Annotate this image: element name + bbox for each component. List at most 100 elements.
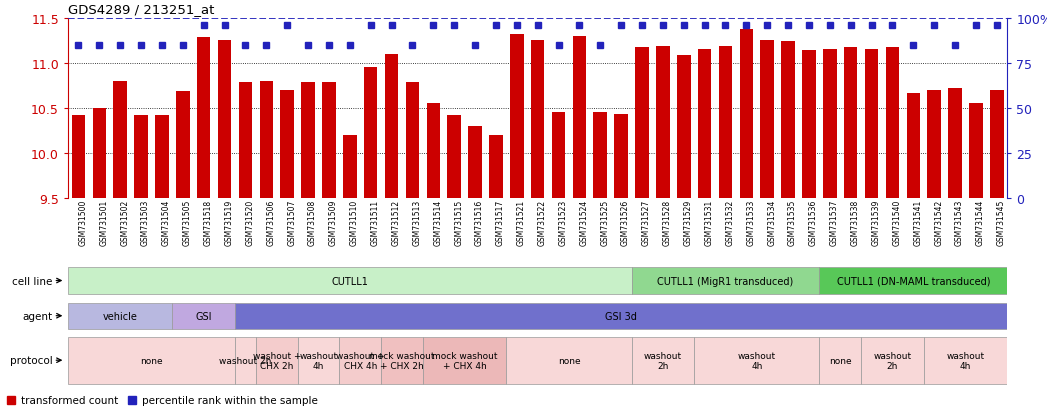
Text: none: none: [829, 356, 851, 365]
Bar: [68, 303, 173, 329]
Text: GSM731542: GSM731542: [934, 199, 943, 245]
Text: GSM731525: GSM731525: [600, 199, 609, 245]
Text: GSM731515: GSM731515: [454, 199, 463, 245]
Text: GSM731508: GSM731508: [308, 199, 317, 245]
Text: GDS4289 / 213251_at: GDS4289 / 213251_at: [68, 3, 215, 16]
Text: vehicle: vehicle: [103, 311, 137, 321]
Text: GSM731505: GSM731505: [183, 199, 192, 245]
Text: mock washout
+ CHX 2h: mock washout + CHX 2h: [370, 351, 435, 370]
Text: GSM731503: GSM731503: [141, 199, 150, 245]
Text: GSM731517: GSM731517: [496, 199, 505, 245]
Bar: [281, 90, 294, 198]
Bar: [384, 55, 398, 198]
Bar: [507, 337, 631, 384]
Text: GSM731518: GSM731518: [204, 199, 213, 245]
Text: GSM731535: GSM731535: [788, 199, 797, 245]
Bar: [677, 56, 691, 198]
Text: washout
4h: washout 4h: [738, 351, 776, 370]
Bar: [865, 50, 878, 198]
Bar: [364, 68, 378, 198]
Text: washout
4h: washout 4h: [299, 351, 337, 370]
Bar: [71, 116, 85, 198]
Text: GSM731529: GSM731529: [684, 199, 693, 245]
Text: washout +
CHX 4h: washout + CHX 4h: [336, 351, 384, 370]
Bar: [886, 48, 899, 198]
Bar: [573, 36, 586, 198]
Text: mock washout
+ CHX 4h: mock washout + CHX 4h: [431, 351, 497, 370]
Text: percentile rank within the sample: percentile rank within the sample: [142, 394, 318, 405]
Text: GSM731501: GSM731501: [99, 199, 108, 245]
Bar: [343, 135, 357, 198]
Text: washout 2h: washout 2h: [219, 356, 271, 365]
Text: GSM731514: GSM731514: [433, 199, 442, 245]
Bar: [489, 135, 503, 198]
Text: GSM731500: GSM731500: [79, 199, 88, 245]
Bar: [636, 48, 649, 198]
Text: GSM731502: GSM731502: [120, 199, 129, 245]
Text: GSM731543: GSM731543: [955, 199, 964, 245]
Bar: [949, 89, 962, 198]
Bar: [718, 46, 732, 198]
Bar: [781, 42, 795, 198]
Text: GSM731536: GSM731536: [809, 199, 818, 245]
Text: transformed count: transformed count: [21, 394, 118, 405]
Bar: [134, 116, 148, 198]
Bar: [739, 30, 753, 198]
Text: GSM731534: GSM731534: [767, 199, 776, 245]
Text: GSM731533: GSM731533: [747, 199, 755, 245]
Bar: [297, 337, 339, 384]
Bar: [861, 337, 923, 384]
Text: GSM731531: GSM731531: [705, 199, 714, 245]
Bar: [594, 113, 607, 198]
Bar: [697, 50, 711, 198]
Bar: [820, 268, 1007, 294]
Bar: [928, 90, 941, 198]
Text: CUTLL1 (DN-MAML transduced): CUTLL1 (DN-MAML transduced): [837, 276, 990, 286]
Bar: [531, 41, 544, 198]
Text: GSI 3d: GSI 3d: [605, 311, 637, 321]
Text: washout
2h: washout 2h: [873, 351, 912, 370]
Text: cell line: cell line: [13, 276, 52, 286]
Text: GSM731532: GSM731532: [726, 199, 734, 245]
Text: protocol: protocol: [10, 355, 52, 366]
Text: GSM731540: GSM731540: [892, 199, 901, 245]
Bar: [656, 46, 670, 198]
Bar: [68, 337, 235, 384]
Bar: [155, 116, 169, 198]
Bar: [239, 83, 252, 198]
Bar: [510, 35, 524, 198]
Bar: [990, 90, 1004, 198]
Text: GSM731516: GSM731516: [475, 199, 484, 245]
Bar: [970, 104, 983, 198]
Bar: [552, 113, 565, 198]
Text: washout
4h: washout 4h: [946, 351, 984, 370]
Bar: [615, 115, 628, 198]
Text: GSM731511: GSM731511: [371, 199, 380, 245]
Bar: [302, 83, 315, 198]
Bar: [823, 50, 837, 198]
Text: CUTLL1: CUTLL1: [331, 276, 369, 286]
Text: CUTLL1 (MigR1 transduced): CUTLL1 (MigR1 transduced): [658, 276, 794, 286]
Text: GSM731510: GSM731510: [350, 199, 359, 245]
Bar: [405, 83, 419, 198]
Bar: [173, 303, 235, 329]
Bar: [844, 48, 857, 198]
Text: GSM731524: GSM731524: [579, 199, 588, 245]
Bar: [426, 104, 440, 198]
Text: GSM731512: GSM731512: [392, 199, 401, 245]
Text: GSM731537: GSM731537: [830, 199, 839, 245]
Text: GSI: GSI: [196, 311, 211, 321]
Bar: [820, 337, 861, 384]
Bar: [802, 51, 816, 198]
Text: GSM731522: GSM731522: [537, 199, 547, 245]
Text: GSM731519: GSM731519: [224, 199, 233, 245]
Text: GSM731521: GSM731521: [517, 199, 526, 245]
Text: agent: agent: [23, 311, 52, 321]
Bar: [235, 303, 1007, 329]
Bar: [322, 83, 336, 198]
Bar: [113, 81, 127, 198]
Bar: [447, 116, 461, 198]
Text: GSM731513: GSM731513: [413, 199, 421, 245]
Bar: [760, 41, 774, 198]
Bar: [468, 126, 482, 198]
